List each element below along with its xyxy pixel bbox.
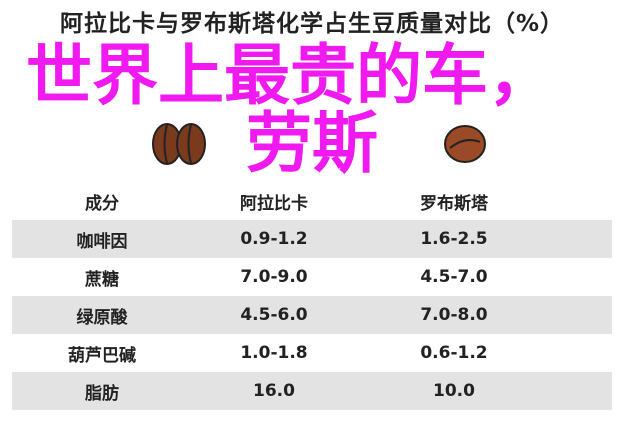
cell: 16.0 <box>253 381 295 401</box>
robusta-bean-icon <box>444 125 486 163</box>
arabica-bean-icon <box>152 123 206 165</box>
cell: 10.0 <box>433 381 475 401</box>
cell: 脂肪 <box>85 383 119 404</box>
table-row: 葫芦巴碱 1.0-1.8 0.6-1.2 <box>12 334 612 372</box>
cell: 7.0-8.0 <box>420 305 488 325</box>
overlay-headline-line1: 世界上最贵的车， <box>26 37 554 114</box>
cell: 1.0-1.8 <box>240 343 308 363</box>
cell: 蔗糖 <box>85 269 119 290</box>
overlay-headline-line2: 劳斯 <box>246 105 378 182</box>
table-row: 脂肪 16.0 10.0 <box>12 372 612 410</box>
page-title: 阿拉比卡与罗布斯塔化学占生豆质量对比（%） <box>59 11 565 37</box>
header-component: 成分 <box>85 193 119 214</box>
table-row: 咖啡因 0.9-1.2 1.6-2.5 <box>12 220 612 258</box>
table-row: 蔗糖 7.0-9.0 4.5-7.0 <box>12 258 612 296</box>
cell: 1.6-2.5 <box>420 229 488 249</box>
header-arabica: 阿拉比卡 <box>240 193 308 214</box>
cell: 4.5-6.0 <box>240 305 308 325</box>
cell: 葫芦巴碱 <box>68 345 136 366</box>
table-header: 成分 阿拉比卡 罗布斯塔 <box>12 182 612 220</box>
cell: 0.9-1.2 <box>240 229 308 249</box>
cell: 咖啡因 <box>76 231 128 252</box>
header-robusta: 罗布斯塔 <box>420 193 488 214</box>
cell: 绿原酸 <box>76 307 128 328</box>
cell: 7.0-9.0 <box>240 267 308 287</box>
table-row: 绿原酸 4.5-6.0 7.0-8.0 <box>12 296 612 334</box>
cell: 4.5-7.0 <box>420 267 488 287</box>
cell: 0.6-1.2 <box>420 343 488 363</box>
